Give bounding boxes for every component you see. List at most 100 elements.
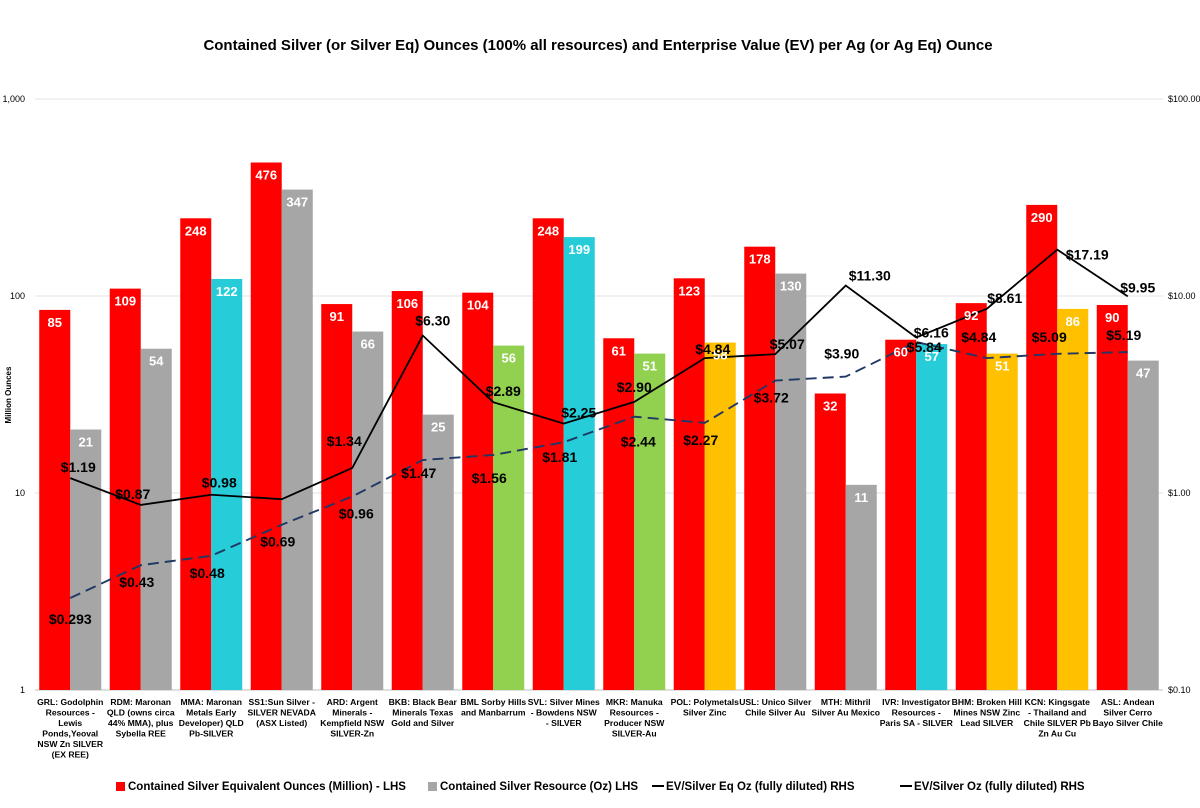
- category-label: SILVER-Zn: [330, 729, 374, 739]
- bar-label-silver-resource: 199: [568, 242, 590, 257]
- line-label-silver-eq: $0.98: [202, 475, 237, 491]
- category-label: Resources -: [610, 708, 659, 718]
- category-label: IVR: Investigator: [882, 697, 951, 707]
- left-tick-label: 100: [10, 291, 25, 301]
- line-label-silver-eq: $11.30: [849, 268, 891, 284]
- bar-label-silver-eq: 60: [894, 345, 908, 360]
- bar-label-silver-eq: 248: [537, 223, 559, 238]
- category-label: ARD: Argent: [327, 697, 378, 707]
- line-label-silver: $0.69: [260, 534, 295, 550]
- line-ev-silver-eq: [69, 248, 1129, 506]
- category-label: (EX REE): [52, 750, 89, 760]
- bar-label-silver-eq: 248: [185, 223, 207, 238]
- bar-label-silver-resource: 25: [431, 420, 445, 435]
- bar-silver-eq: [109, 288, 141, 690]
- bar-label-silver-resource: 51: [995, 359, 1009, 374]
- category-label: USL: Unico Silver: [739, 697, 812, 707]
- category-label: Developer) QLD: [179, 718, 244, 728]
- bar-silver-resource: [281, 189, 313, 690]
- bar-silver-resource: [211, 278, 243, 690]
- line-label-silver-eq: $6.16: [914, 324, 949, 340]
- left-axis-ticks: 1 10 100 1,000: [2, 94, 25, 695]
- line-label-silver-eq: $1.34: [327, 433, 362, 449]
- line-label-silver-eq: $2.89: [486, 383, 521, 399]
- category-label: Lead SILVER: [960, 718, 1014, 728]
- bar-silver-resource: [704, 342, 736, 690]
- line-labels-group: $1.19 $0.87 $0.98 $1.34 $6.30 $2.89 $2.25 $2.90…: [49, 247, 1156, 627]
- bar-silver-resource: [140, 348, 172, 690]
- category-label: MTH: Mithril: [821, 697, 871, 707]
- line-label-silver-eq: $5.07: [770, 336, 805, 352]
- line-label-silver: $2.44: [621, 434, 656, 450]
- bar-label-silver-resource: 21: [79, 435, 93, 450]
- bar-label-silver-resource: 51: [643, 359, 657, 374]
- bar-silver-resource: [422, 414, 454, 690]
- bar-label-silver-resource: 54: [149, 354, 164, 369]
- line-label-silver: $0.96: [339, 505, 374, 521]
- bar-silver-eq: [462, 292, 494, 690]
- category-label: Resources -: [892, 708, 941, 718]
- category-label: - Thailand and: [1028, 708, 1086, 718]
- category-label: Pb-SILVER: [189, 729, 234, 739]
- bar-label-silver-resource: 130: [780, 279, 802, 294]
- bar-label-silver-resource: 47: [1136, 366, 1150, 381]
- category-label: (ASX Listed): [256, 718, 307, 728]
- lines-group: [69, 248, 1129, 599]
- line-label-silver-eq: $8.61: [987, 290, 1022, 306]
- bar-label-silver-eq: 178: [749, 252, 771, 267]
- category-label: BML Sorby Hills: [460, 697, 526, 707]
- bar-label-silver-eq: 61: [612, 343, 626, 358]
- category-label: and Manbarrum: [461, 708, 526, 718]
- legend-label-ev-silver-eq: EV/Silver Eq Oz (fully diluted) RHS: [666, 781, 855, 793]
- category-label: Sybella REE: [116, 729, 166, 739]
- category-label: Zn Au Cu: [1038, 729, 1076, 739]
- bar-label-silver-eq: 85: [48, 315, 62, 330]
- bar-silver-eq: [673, 278, 705, 690]
- category-label: KCN: Kingsgate: [1025, 697, 1091, 707]
- category-label: Chile SILVER Pb: [1024, 718, 1091, 728]
- line-label-silver: $5.19: [1106, 327, 1141, 343]
- category-label: Lewis: [58, 718, 82, 728]
- category-label: Minerals Texas: [392, 708, 453, 718]
- category-label: POL: Polymetals: [671, 697, 740, 707]
- bar-label-silver-resource: 58: [713, 348, 727, 363]
- line-label-silver-eq: $2.90: [617, 379, 652, 395]
- bars-group: [39, 162, 1159, 691]
- category-label: - Bowdens NSW: [531, 708, 598, 718]
- category-label: GRL: Godolphin: [37, 697, 103, 707]
- category-label: Metals Early: [186, 708, 236, 718]
- bar-silver-eq: [532, 218, 564, 690]
- bar-label-silver-eq: 90: [1105, 310, 1119, 325]
- bar-label-silver-eq: 123: [678, 283, 700, 298]
- category-label: SILVER-Au: [612, 729, 657, 739]
- category-label: 44% MMA), plus: [108, 718, 174, 728]
- bar-silver-eq: [885, 339, 917, 690]
- category-label: SVL: Silver Mines: [528, 697, 600, 707]
- bar-silver-eq: [1026, 204, 1058, 690]
- bar-silver-eq: [744, 246, 776, 690]
- bar-silver-resource: [916, 344, 948, 690]
- line-label-silver: $0.48: [190, 565, 225, 581]
- category-label: MKR: Manuka: [606, 697, 663, 707]
- bar-labels-group: 85 21 109 54 248 122 476 347 91 66 106 25 104 56 248 19…: [48, 168, 1151, 505]
- category-label: Mines NSW Zinc: [953, 708, 1020, 718]
- bar-silver-eq: [180, 218, 212, 690]
- category-label: BKB: Black Bear: [389, 697, 458, 707]
- category-label: SS1:Sun Silver -: [249, 697, 316, 707]
- legend-swatch-silver-resource: [428, 782, 437, 791]
- legend-label-silver-resource: Contained Silver Resource (Oz) LHS: [440, 781, 638, 793]
- right-tick-label: $100.00: [1168, 94, 1200, 104]
- bar-silver-eq: [603, 338, 635, 690]
- bar-label-silver-resource: 57: [925, 349, 939, 364]
- bar-silver-resource: [1057, 308, 1089, 690]
- line-label-silver: $1.56: [472, 470, 507, 486]
- line-label-silver-eq: $1.19: [61, 459, 96, 475]
- category-label: Silver Au Mexico: [812, 708, 880, 718]
- bar-label-silver-resource: 56: [502, 351, 516, 366]
- line-label-silver-eq: $0.87: [115, 486, 150, 502]
- bar-silver-resource: [845, 484, 877, 690]
- category-label: Kempfield NSW: [320, 718, 385, 728]
- right-tick-label: $10.00: [1168, 291, 1196, 301]
- bar-label-silver-eq: 104: [467, 298, 489, 313]
- chart-title: Contained Silver (or Silver Eq) Ounces (…: [203, 37, 992, 54]
